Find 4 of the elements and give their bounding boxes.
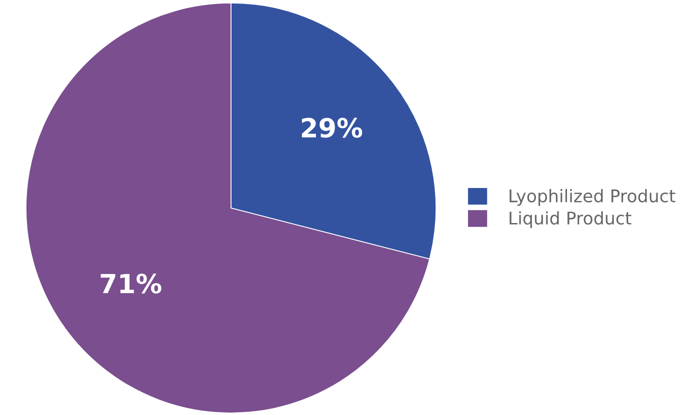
- data-label: 71%: [100, 274, 162, 294]
- legend-label: Lyophilized Product: [510, 189, 676, 206]
- legend-label: Liquid Product: [510, 211, 632, 228]
- data-label: 29%: [302, 118, 362, 138]
